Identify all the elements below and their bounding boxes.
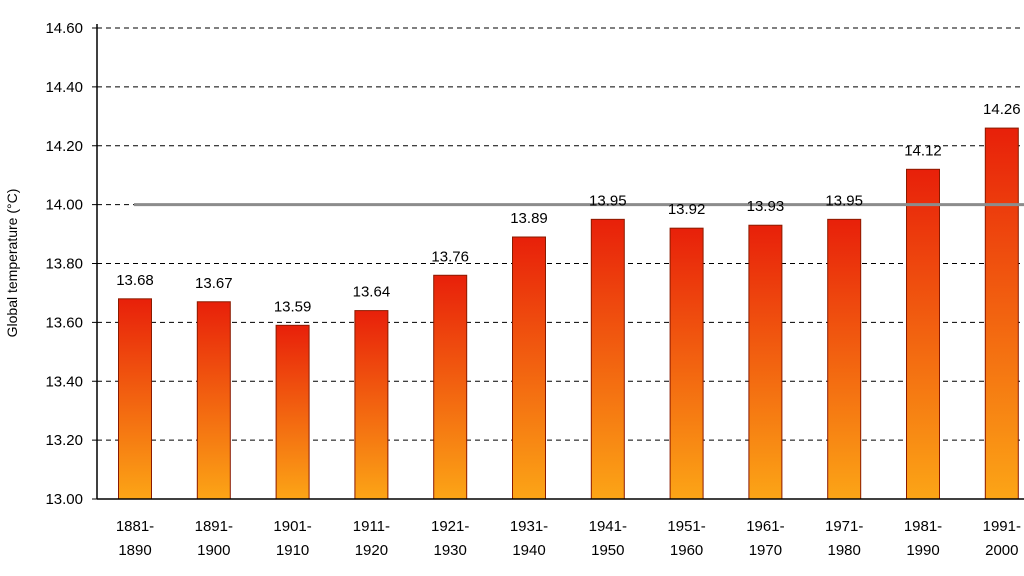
bar: [827, 218, 862, 500]
y-tick-label: 14.60: [45, 20, 83, 37]
x-tick-label: 1941-: [589, 518, 627, 535]
y-tick-label: 13.60: [45, 314, 83, 331]
y-tick-label: 14.20: [45, 138, 83, 155]
data-label: 13.59: [274, 298, 312, 315]
data-label: 14.12: [904, 142, 942, 159]
bar: [196, 301, 231, 500]
y-tick-label: 13.00: [45, 491, 83, 508]
data-label: 13.92: [668, 201, 706, 218]
bar: [275, 324, 310, 500]
data-label: 13.95: [589, 192, 627, 209]
x-tick-label: 1961-: [746, 518, 784, 535]
x-tick-label: 1920: [355, 542, 388, 559]
y-tick-labels: 13.00 13.20 13.40 13.60 13.80 14.00 14.20 14.40…: [45, 20, 83, 508]
x-tick-label: 2000: [985, 542, 1018, 559]
bar: [984, 127, 1019, 500]
bar: [906, 168, 940, 500]
bar: [118, 298, 152, 500]
y-tick-label: 13.20: [45, 432, 83, 449]
bar: [669, 227, 704, 500]
x-tick-label: 1981-: [904, 518, 942, 535]
x-tick-label: 1970: [749, 542, 782, 559]
x-tick-label: 1901-: [273, 518, 311, 535]
x-tick-label: 1990: [906, 542, 939, 559]
x-tick-label: 1960: [670, 542, 703, 559]
data-label: 13.95: [825, 192, 863, 209]
bar: [512, 236, 546, 500]
axes: [96, 24, 1024, 500]
bars: [118, 127, 1019, 500]
y-tick-label: 13.80: [45, 256, 83, 273]
gridlines: [92, 27, 1024, 500]
x-tick-label: 1900: [197, 542, 230, 559]
bar: [433, 274, 468, 500]
y-axis-title: Global temperature (°C): [4, 189, 20, 338]
x-tick-label: 1910: [276, 542, 309, 559]
x-tick-label: 1951-: [667, 518, 705, 535]
x-tick-label: 1921-: [431, 518, 469, 535]
data-label: 13.64: [353, 284, 391, 301]
y-tick-label: 13.40: [45, 373, 83, 390]
data-label: 13.76: [431, 248, 469, 265]
x-tick-label: 1881-: [116, 518, 154, 535]
data-labels: 13.68 13.67 13.59 13.64 13.76 13.89 13.95 13.92…: [116, 101, 1020, 315]
y-tick-label: 14.40: [45, 79, 83, 96]
x-tick-labels: 1881- 1890 1891- 1900 1901- 1910 1911- 1920 1921…: [116, 518, 1021, 559]
x-tick-label: 1891-: [195, 518, 233, 535]
x-tick-label: 1911-: [353, 518, 390, 535]
data-label: 13.67: [195, 275, 233, 292]
bar: [354, 310, 389, 500]
x-tick-label: 1980: [828, 542, 861, 559]
y-tick-label: 14.00: [45, 197, 83, 214]
x-tick-label: 1890: [118, 542, 151, 559]
x-tick-label: 1931-: [510, 518, 548, 535]
x-tick-label: 1991-: [983, 518, 1021, 535]
x-tick-label: 1940: [512, 542, 545, 559]
data-label: 14.26: [983, 101, 1021, 118]
x-tick-label: 1971-: [825, 518, 863, 535]
x-tick-label: 1950: [591, 542, 624, 559]
bar: [590, 218, 625, 500]
data-label: 13.68: [116, 272, 154, 289]
data-label: 13.93: [747, 198, 785, 215]
bar: [748, 224, 783, 500]
x-tick-label: 1930: [434, 542, 467, 559]
data-label: 13.89: [510, 210, 548, 227]
